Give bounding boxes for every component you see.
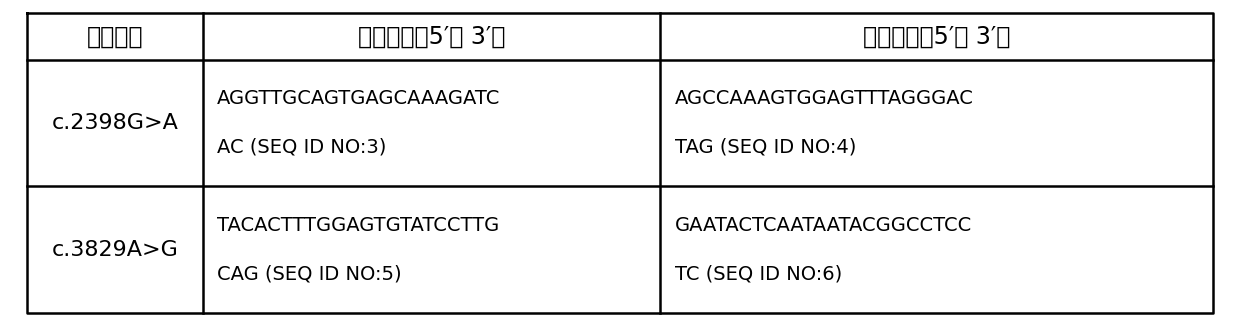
- Text: 上游引物（5′至 3′）: 上游引物（5′至 3′）: [358, 24, 505, 48]
- Text: AGCCAAAGTGGAGTTTAGGGAC: AGCCAAAGTGGAGTTTAGGGAC: [675, 89, 973, 108]
- Text: 下游引物（5′至 3′）: 下游引物（5′至 3′）: [863, 24, 1011, 48]
- Text: 突变位点: 突变位点: [87, 24, 144, 48]
- Text: c.3829A>G: c.3829A>G: [52, 240, 179, 259]
- Text: TAG (SEQ ID NO:4): TAG (SEQ ID NO:4): [675, 138, 856, 156]
- Text: c.2398G>A: c.2398G>A: [52, 113, 179, 133]
- Text: AC (SEQ ID NO:3): AC (SEQ ID NO:3): [217, 138, 387, 156]
- Text: TC (SEQ ID NO:6): TC (SEQ ID NO:6): [675, 264, 842, 283]
- Text: TACACTTTGGAGTGTATCCTTG: TACACTTTGGAGTGTATCCTTG: [217, 216, 500, 235]
- Text: GAATACTCAATAATACGGCCTCC: GAATACTCAATAATACGGCCTCC: [675, 216, 972, 235]
- Text: AGGTTGCAGTGAGCAAAGATC: AGGTTGCAGTGAGCAAAGATC: [217, 89, 500, 108]
- Text: CAG (SEQ ID NO:5): CAG (SEQ ID NO:5): [217, 264, 402, 283]
